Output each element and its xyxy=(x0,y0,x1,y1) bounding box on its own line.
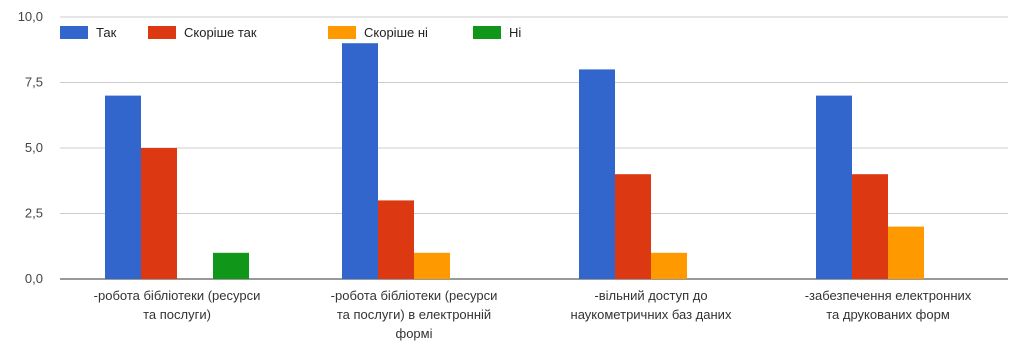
bar xyxy=(105,95,141,279)
bar xyxy=(342,43,378,280)
bar xyxy=(378,200,414,279)
bar xyxy=(213,252,249,279)
legend-label: Скоріше ні xyxy=(364,25,428,40)
bar xyxy=(579,69,615,280)
legend-label: Ні xyxy=(509,25,521,40)
y-tick-label: 7,5 xyxy=(25,75,43,90)
bar xyxy=(852,174,888,279)
legend-swatch xyxy=(473,26,501,39)
bar xyxy=(141,148,177,279)
legend-label: Так xyxy=(96,25,117,40)
y-tick-label: 10,0 xyxy=(18,9,43,24)
bar xyxy=(414,252,450,279)
category-labels: -робота бібліотеки (ресурси та послуги) -р… xyxy=(94,288,972,341)
legend-label: Скоріше так xyxy=(184,25,257,40)
y-tick-label: 0,0 xyxy=(25,271,43,286)
bar xyxy=(888,226,924,279)
legend-swatch xyxy=(148,26,176,39)
legend-swatch xyxy=(328,26,356,39)
y-tick-label: 5,0 xyxy=(25,140,43,155)
bars xyxy=(105,43,924,280)
category-label: -робота бібліотеки (ресурси та послуги) в… xyxy=(331,288,498,341)
category-label: -забезпечення електронних та друкованих ф… xyxy=(805,288,972,322)
legend: Так Скоріше так Скоріше ні Ні xyxy=(60,25,521,40)
bar xyxy=(651,252,687,279)
y-tick-label: 2,5 xyxy=(25,206,43,221)
bar xyxy=(615,174,651,279)
category-label: -вільний доступ до наукометричних баз дан… xyxy=(571,288,732,322)
legend-swatch xyxy=(60,26,88,39)
category-label: -робота бібліотеки (ресурси та послуги) xyxy=(94,288,261,322)
y-axis-ticks: 0,0 2,5 5,0 7,5 10,0 xyxy=(18,9,43,286)
bar xyxy=(816,95,852,279)
